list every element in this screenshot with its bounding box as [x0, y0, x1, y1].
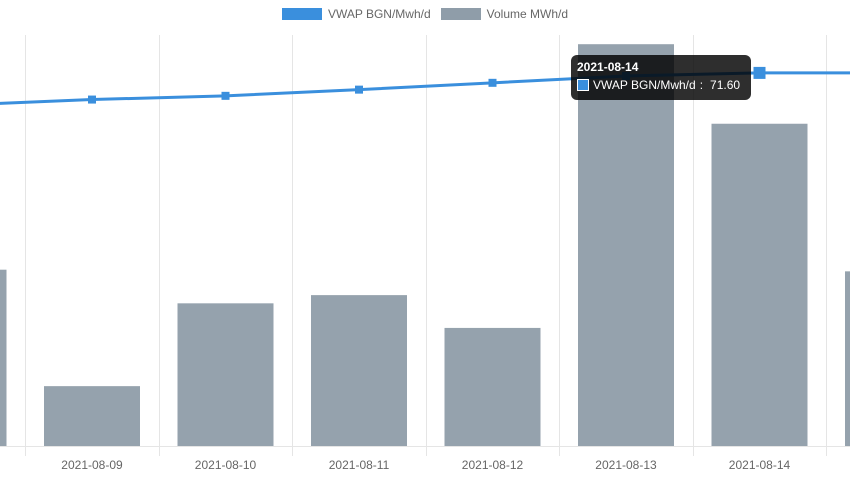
- legend-swatch-volume: [440, 8, 481, 20]
- tooltip-row: VWAP BGN/Mwh/d: 71.60: [577, 78, 745, 92]
- legend-item-vwap[interactable]: VWAP BGN/Mwh/d: [281, 7, 431, 21]
- vwap-point-active: [753, 66, 766, 79]
- x-tick-label: 2021-08-13: [595, 458, 657, 472]
- volume-bar: [578, 44, 674, 446]
- vwap-point: [488, 78, 497, 87]
- vwap-point: [88, 95, 96, 104]
- chart-legend: VWAP BGN/Mwh/d Volume MWh/d: [0, 7, 850, 21]
- legend-swatch-vwap: [281, 8, 322, 20]
- x-tick-label: 2021-08-12: [462, 458, 524, 472]
- volume-bar: [444, 327, 541, 446]
- vwap-point: [355, 85, 363, 94]
- x-tick-label: 2021-08-10: [195, 458, 257, 472]
- legend-label-volume: Volume MWh/d: [486, 7, 569, 21]
- vwap-point: [221, 91, 230, 100]
- tooltip-color-box: [577, 79, 589, 91]
- volume-bar: [711, 123, 808, 447]
- legend-label-vwap: VWAP BGN/Mwh/d: [327, 7, 431, 21]
- volume-bar: [44, 386, 140, 446]
- volume-bar: [177, 303, 274, 446]
- x-tick-label: 2021-08-09: [61, 458, 123, 472]
- tooltip-value: 71.60: [710, 78, 741, 92]
- tooltip-separator: :: [699, 78, 704, 92]
- volume-bar: [0, 269, 7, 446]
- tooltip-title: 2021-08-14: [577, 60, 639, 74]
- tooltip-series-label: VWAP BGN/Mwh/d: [593, 78, 696, 92]
- x-tick-label: 2021-08-14: [729, 458, 791, 472]
- x-tick-label: 2021-08-11: [329, 458, 390, 472]
- volume-bar: [845, 271, 850, 446]
- volume-bar: [311, 295, 407, 446]
- legend-item-volume[interactable]: Volume MWh/d: [440, 7, 569, 21]
- chart-tooltip: 2021-08-14 VWAP BGN/Mwh/d: 71.60: [571, 55, 751, 100]
